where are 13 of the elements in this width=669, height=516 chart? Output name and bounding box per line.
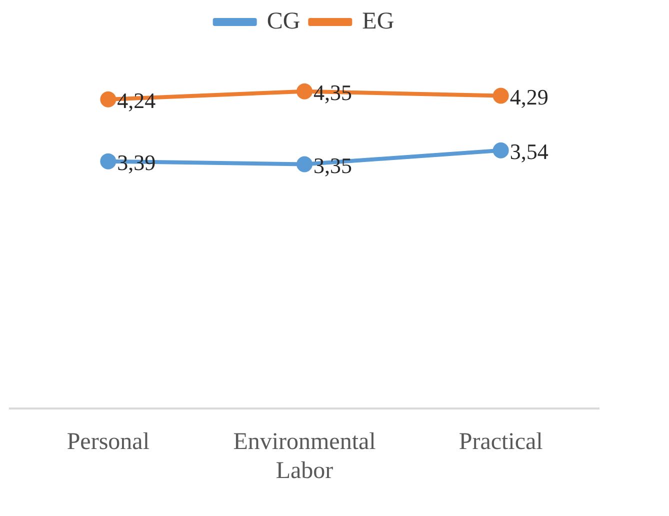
point [100,91,116,108]
point [492,142,509,158]
point [100,153,116,170]
legend-label: EG [362,8,394,34]
point [296,156,312,172]
legend-label: CG [266,8,300,34]
point [296,83,312,100]
point [492,88,509,104]
x-tick-label: Practical [458,429,544,456]
data-label: 4,29 [510,84,548,110]
x-tick-label: Personal [66,429,150,456]
data-label: 3,54 [510,139,548,164]
x-tick-label: Environmental Labor [233,429,376,484]
